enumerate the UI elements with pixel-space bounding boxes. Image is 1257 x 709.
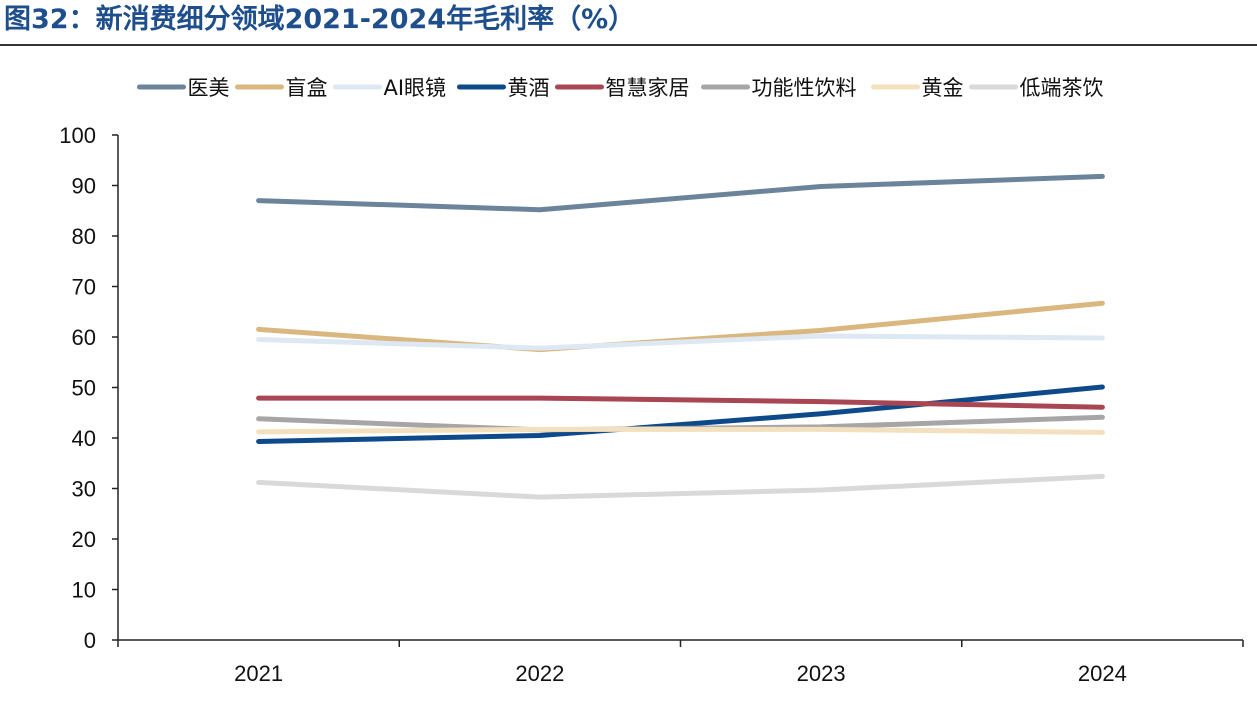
legend-label-3: AI眼镜 (384, 76, 447, 100)
series-line-3 (256, 333, 1105, 351)
axes: 0 10 20 30 40 50 60 70 80 90 100 2021 2022 2023 2024 (59, 123, 1244, 686)
title-divider (0, 44, 1257, 46)
series-line-1 (256, 173, 1105, 213)
chart-title: 图32：新消费细分领域2021-2024年毛利率（%） (4, 4, 636, 35)
y-tick-label: 50 (72, 376, 96, 401)
legend-label-4: 黄酒 (508, 76, 550, 100)
y-tick-label: 40 (72, 426, 96, 451)
y-tick-label: 90 (72, 174, 96, 199)
y-tick-label: 0 (84, 628, 96, 653)
x-tick-label: 2022 (515, 661, 564, 686)
y-tick-label: 10 (72, 578, 96, 603)
y-tick-label: 70 (72, 275, 96, 300)
series-line-5 (256, 395, 1105, 410)
legend-label-2: 盲盒 (286, 76, 328, 100)
series-line-7 (256, 426, 1105, 435)
legend-label-8: 低端茶饮 (1020, 76, 1104, 100)
series-lines (256, 173, 1105, 500)
legend-label-7: 黄金 (922, 76, 964, 100)
series-line-4 (256, 384, 1105, 444)
series-line-8 (256, 473, 1105, 500)
x-tick-label: 2021 (234, 661, 283, 686)
legend-label-5: 智慧家居 (606, 76, 690, 100)
y-tick-label: 80 (72, 224, 96, 249)
y-tick-label: 20 (72, 527, 96, 552)
x-tick-label: 2024 (1078, 661, 1127, 686)
legend-label-1: 医美 (188, 76, 230, 100)
x-tick-label: 2023 (797, 661, 846, 686)
legend-label-6: 功能性饮料 (752, 76, 857, 100)
y-tick-label: 100 (59, 123, 96, 148)
y-tick-label: 60 (72, 325, 96, 350)
legend: 医美 盲盒 AI眼镜 黄酒 智慧家居 功能性饮料 黄金 低端茶饮 (137, 76, 1104, 100)
y-tick-label: 30 (72, 477, 96, 502)
